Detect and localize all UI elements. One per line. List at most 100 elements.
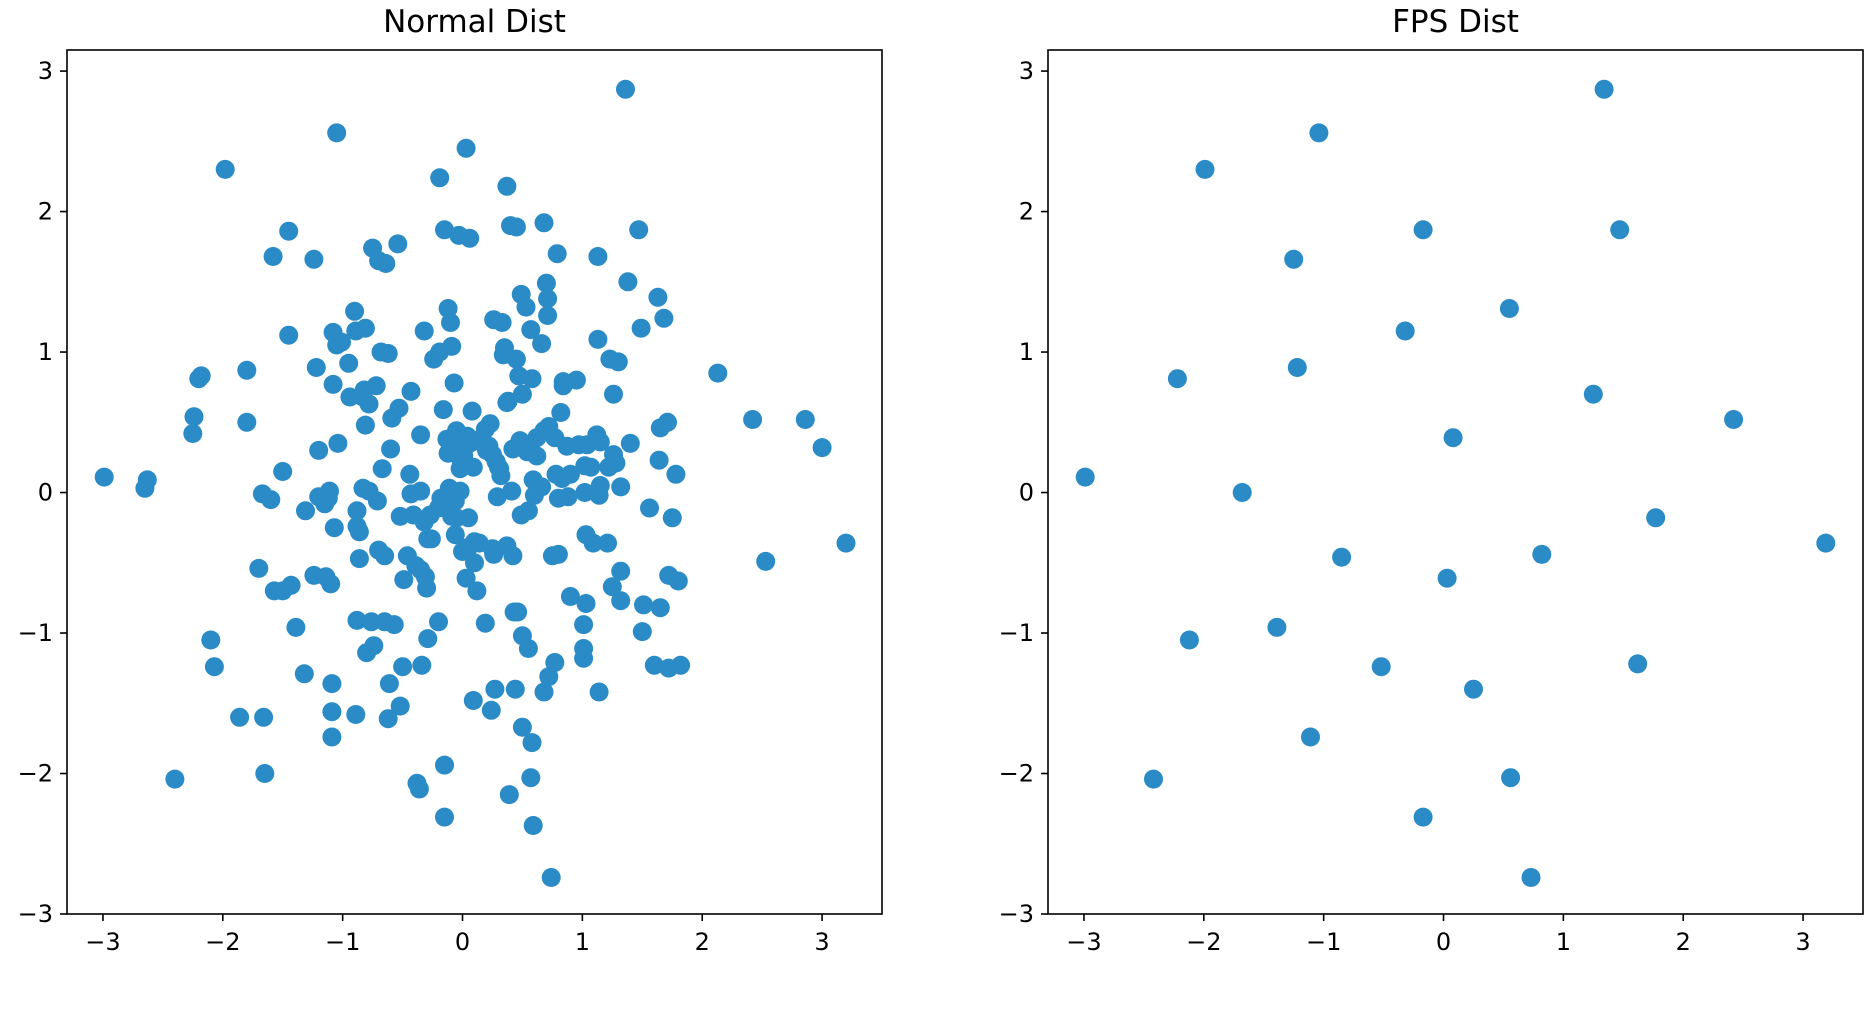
data-point: [506, 349, 526, 369]
data-point: [462, 401, 482, 421]
x-tick-label: 0: [455, 928, 470, 956]
data-point: [527, 446, 547, 466]
data-point: [491, 466, 511, 486]
data-point: [503, 546, 523, 566]
data-point: [296, 501, 315, 521]
data-point: [183, 424, 203, 443]
data-point: [795, 410, 815, 429]
data-point: [649, 450, 669, 470]
data-point: [1413, 220, 1433, 240]
data-point: [355, 415, 375, 435]
data-point: [666, 464, 686, 484]
data-point: [379, 674, 399, 694]
data-point: [492, 313, 512, 332]
data-point: [616, 79, 635, 99]
data-point: [411, 425, 431, 445]
scatter-panel-1: Normal Dist −3 −2 −1 0 1 2 3 −3 −2 −1 0 1 2 3: [18, 4, 883, 956]
data-point: [632, 622, 652, 642]
data-point: [574, 615, 594, 635]
data-point: [522, 369, 542, 389]
data-point: [321, 574, 341, 594]
data-point: [654, 308, 674, 328]
data-point: [393, 657, 413, 677]
data-point: [836, 533, 856, 553]
data-point: [322, 674, 342, 694]
data-point: [390, 696, 410, 716]
data-point: [487, 487, 507, 507]
data-point: [249, 558, 269, 578]
data-point: [294, 664, 314, 684]
data-point: [459, 508, 478, 528]
x-tick-label: −1: [1306, 928, 1341, 956]
data-point: [532, 477, 552, 497]
data-point: [558, 487, 578, 507]
data-point: [756, 551, 776, 571]
data-point: [671, 655, 691, 675]
data-point: [518, 639, 538, 658]
data-point: [306, 358, 326, 377]
data-point: [324, 518, 344, 538]
data-point: [658, 412, 677, 432]
data-point: [1309, 123, 1329, 143]
data-point: [590, 476, 610, 495]
data-point: [215, 159, 235, 179]
data-point: [620, 433, 640, 453]
data-point: [1167, 369, 1187, 389]
data-point: [279, 325, 299, 345]
data-point: [273, 462, 293, 481]
data-point: [388, 234, 408, 254]
data-points: [94, 79, 856, 887]
data-point: [1232, 483, 1252, 502]
data-point: [438, 299, 458, 318]
data-point: [1532, 544, 1552, 564]
data-point: [668, 571, 688, 591]
data-point: [400, 464, 420, 484]
data-point: [361, 612, 381, 632]
data-point: [340, 387, 360, 407]
data-point: [467, 581, 487, 601]
data-point: [538, 289, 558, 309]
y-tick-label: 3: [1019, 57, 1034, 85]
data-point: [538, 306, 558, 325]
data-point: [485, 679, 505, 699]
chart-title: FPS Dist: [1392, 4, 1519, 40]
data-point: [588, 329, 608, 349]
data-point: [590, 432, 610, 452]
data-point: [355, 318, 375, 338]
data-point: [401, 381, 421, 401]
data-point: [497, 176, 517, 196]
data-point: [456, 138, 476, 158]
data-point: [648, 287, 668, 307]
y-tick-label: −3: [999, 900, 1034, 928]
data-point: [534, 213, 554, 233]
data-point: [378, 709, 398, 729]
x-tick-label: −1: [325, 928, 360, 956]
data-point: [435, 755, 454, 775]
data-point: [640, 498, 659, 518]
data-point: [634, 595, 653, 615]
y-tick-label: 1: [1019, 338, 1034, 366]
data-point: [541, 868, 561, 887]
data-point: [429, 612, 448, 632]
y-tick-label: −1: [18, 619, 53, 647]
data-point: [1332, 547, 1352, 567]
data-point: [347, 610, 367, 630]
data-point: [332, 332, 351, 352]
data-point: [1628, 654, 1648, 674]
x-tick-label: 2: [695, 928, 710, 956]
x-tick-label: 1: [1556, 928, 1571, 956]
data-point: [349, 522, 369, 542]
data-point: [263, 247, 283, 266]
data-point: [602, 577, 622, 597]
data-point: [631, 318, 651, 338]
data-point: [375, 546, 395, 566]
data-point: [255, 764, 275, 783]
data-point: [588, 247, 608, 266]
data-point: [327, 123, 347, 143]
data-point: [254, 707, 274, 727]
y-tick-label: 1: [38, 338, 53, 366]
data-point: [320, 481, 339, 501]
data-point: [165, 769, 185, 789]
data-point: [521, 320, 541, 340]
data-point: [560, 464, 580, 484]
